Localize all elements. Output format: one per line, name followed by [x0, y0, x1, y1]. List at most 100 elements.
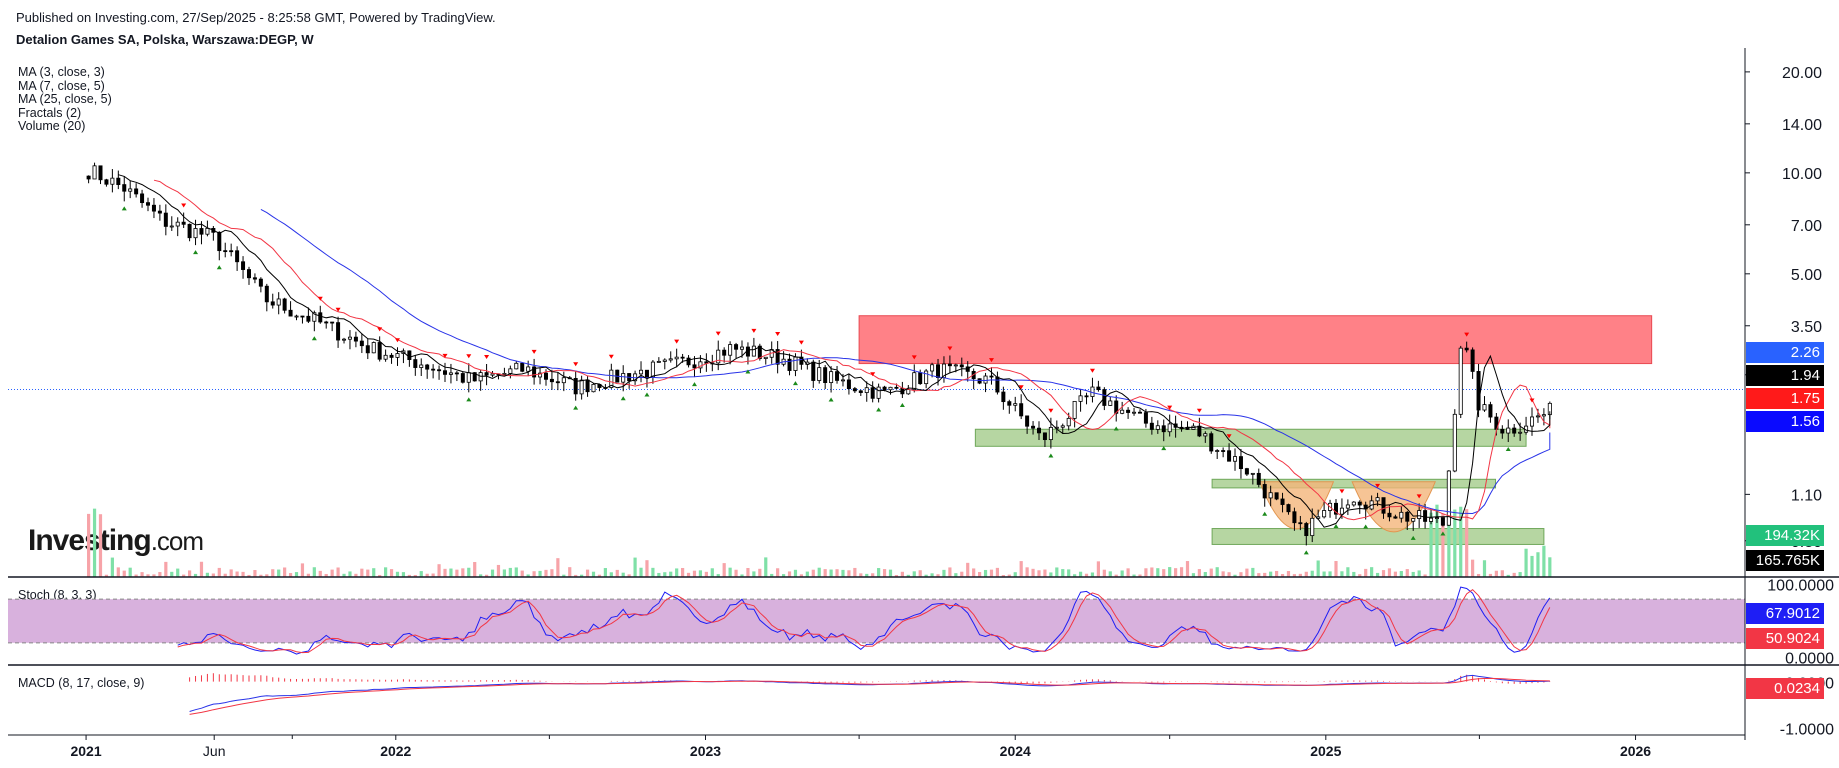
candle-body — [1042, 432, 1047, 441]
volume-bar — [164, 561, 168, 577]
volume-bar — [401, 572, 406, 577]
candle-body — [1357, 501, 1362, 506]
candle-body — [1274, 492, 1279, 500]
candle-body — [187, 223, 192, 239]
volume-bar — [223, 573, 227, 577]
volume-bar — [479, 574, 483, 577]
candle-body — [502, 372, 507, 375]
volume-bar — [1239, 572, 1243, 577]
volume-bar — [651, 567, 655, 577]
candle-body — [1209, 433, 1214, 452]
fractal-down-marker — [1333, 524, 1339, 529]
legend-ma-7[interactable]: MA (7, close, 5) — [18, 78, 105, 93]
candle-body — [312, 312, 317, 322]
candle-body — [1429, 517, 1434, 522]
volume-bar — [865, 573, 869, 577]
candle-body — [163, 212, 168, 227]
candle-body — [1084, 395, 1089, 398]
volume-bar — [639, 567, 643, 577]
macd-pane-title[interactable]: MACD (8, 17, close, 9) — [18, 676, 145, 690]
candle-body — [639, 369, 644, 375]
legend-fractals[interactable]: Fractals (2) — [18, 105, 82, 120]
candle-body — [924, 370, 929, 385]
volume-bar — [532, 571, 536, 577]
candle-body — [92, 165, 97, 180]
volume-bar — [686, 572, 691, 577]
volume-bar — [443, 568, 447, 577]
volume-bar — [1138, 574, 1142, 577]
fractal-up-marker — [394, 338, 400, 343]
volume-bar — [1090, 572, 1095, 577]
fractal-up-marker — [317, 296, 323, 301]
candle-body — [140, 193, 145, 204]
volume-bars — [87, 504, 1552, 577]
candle-body — [205, 228, 210, 235]
volume-bar — [407, 574, 411, 577]
fractal-down-marker — [1363, 524, 1369, 529]
candle-body — [538, 372, 543, 378]
fractal-up-marker — [335, 307, 341, 312]
candle-body — [882, 386, 887, 391]
candle-body — [520, 362, 525, 372]
price-tag: 1.56 — [1746, 411, 1824, 432]
moving-averages — [118, 174, 1551, 528]
volume-bar — [484, 574, 489, 577]
volume-bar — [1215, 567, 1219, 577]
volume-bar — [1037, 570, 1041, 577]
volume-bar — [1144, 568, 1148, 577]
candle-body — [1411, 518, 1416, 522]
volume-bar — [1292, 574, 1297, 577]
macd-signal-line — [189, 677, 1550, 715]
stoch-pane-title[interactable]: Stoch (8, 3, 3) — [18, 588, 97, 602]
volume-bar — [122, 570, 126, 577]
candle-body — [1286, 504, 1291, 513]
candle-body — [1203, 433, 1208, 437]
volume-bar — [776, 568, 780, 577]
volume-bar — [591, 571, 596, 577]
support-zone — [1211, 528, 1545, 545]
candle-body — [1530, 416, 1535, 427]
volume-bar — [140, 572, 144, 577]
volume-bar — [966, 562, 970, 577]
volume-bar — [1370, 567, 1374, 577]
volume-bar — [1316, 560, 1320, 577]
volume-bar — [609, 572, 613, 577]
volume-bar — [1429, 512, 1433, 577]
stoch-value-tag: 50.9024 — [1746, 628, 1824, 649]
volume-bar — [1073, 574, 1077, 577]
candle-body — [1405, 511, 1410, 522]
legend-ma-3[interactable]: MA (3, close, 3) — [18, 65, 105, 79]
volume-bar — [502, 569, 507, 577]
fractal-down-marker — [1410, 535, 1416, 540]
candle-body — [1292, 511, 1297, 524]
published-line: Published on Investing.com, 27/Sep/2025 … — [16, 10, 496, 25]
volume-bar — [1322, 571, 1326, 577]
volume-bar — [752, 571, 756, 577]
volume-bar — [170, 571, 174, 577]
volume-bar — [104, 574, 109, 577]
volume-bar — [888, 569, 893, 577]
candle-body — [151, 204, 156, 212]
legend-volume[interactable]: Volume (20) — [18, 119, 86, 133]
macd-tick-label: -1.0000 — [1780, 722, 1834, 739]
candle-body — [680, 356, 685, 359]
volume-bar — [787, 571, 792, 577]
candle-body — [1197, 425, 1202, 437]
time-tick-label: 2026 — [1620, 743, 1651, 759]
volume-bar — [1203, 572, 1207, 577]
volume-bar — [1476, 573, 1481, 577]
volume-bar — [1132, 574, 1136, 577]
volume-bar — [657, 572, 661, 577]
legend-ma-25[interactable]: MA (25, close, 5) — [18, 92, 112, 106]
volume-bar — [277, 569, 281, 577]
symbol-title: Detalion Games SA, Polska, Warszawa:DEGP… — [16, 32, 314, 47]
candle-body — [1048, 427, 1053, 441]
candle-body — [1298, 522, 1303, 525]
candle-body — [829, 371, 834, 384]
volume-bar — [1536, 552, 1540, 577]
volume-bar — [193, 573, 198, 577]
candle-body — [995, 376, 1000, 393]
candle-body — [573, 378, 578, 395]
volume-bar — [431, 573, 435, 577]
